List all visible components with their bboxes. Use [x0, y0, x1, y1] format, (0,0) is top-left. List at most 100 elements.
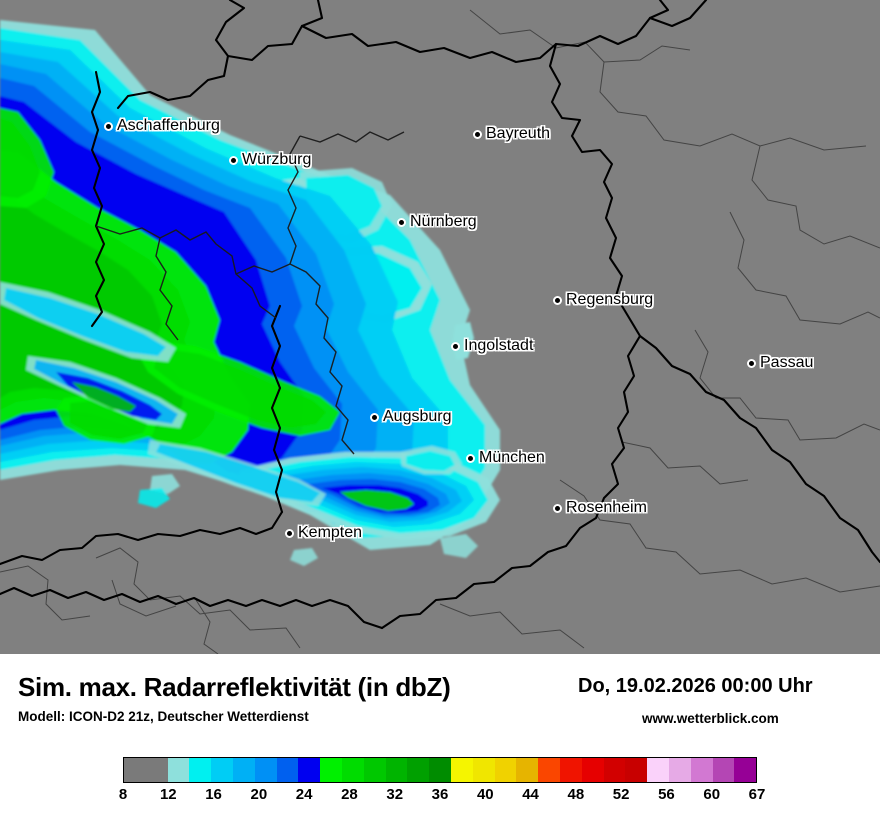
city-label: Würzburg [242, 151, 312, 168]
colorbar-tick: 44 [522, 786, 539, 803]
city-label: Kempten [298, 524, 363, 541]
city-marker: Aschaffenburg [104, 118, 220, 134]
colorbar-swatch [429, 758, 451, 782]
city-label: Nürnberg [410, 213, 477, 230]
radar-cell [406, 451, 455, 471]
radar-cell [290, 548, 318, 566]
colorbar-swatch [211, 758, 233, 782]
colorbar-swatch [625, 758, 648, 782]
city-marker: München [466, 450, 545, 466]
colorbar-swatch [734, 758, 757, 782]
colorbar-tick: 20 [250, 786, 268, 803]
regional-borders [95, 131, 405, 455]
colorbar-tick: 12 [159, 786, 177, 803]
colorbar-swatch [494, 758, 517, 782]
city-marker: Würzburg [229, 152, 311, 168]
colorbar-swatch [603, 758, 626, 782]
city-marker: Nürnberg [397, 214, 477, 230]
colorbar-swatch [712, 758, 735, 782]
colorbar-tick: 48 [567, 786, 585, 803]
radar-map[interactable]: Aschaffenburg Würzburg Bayreuth Nürnberg Reg… [0, 0, 880, 654]
colorbar-tick: 52 [612, 786, 630, 803]
colorbar-swatch [341, 758, 364, 782]
colorbar-legend: 8 12 16 20 24 28 32 36 40 44 48 52 56 60 67 [119, 757, 766, 810]
website-label: www.wetterblick.com [642, 711, 779, 726]
colorbar-swatch [581, 758, 604, 782]
city-marker: Regensburg [553, 292, 653, 308]
colorbar-swatch [690, 758, 713, 782]
city-label: Aschaffenburg [117, 117, 220, 134]
colorbar-swatch [320, 758, 342, 782]
caption-panel: Sim. max. Radarreflektivität (in dbZ) Mo… [0, 654, 880, 830]
colorbar-swatch [363, 758, 386, 782]
city-dot-icon [285, 528, 294, 538]
colorbar-swatch [167, 758, 190, 782]
colorbar-tick: 67 [748, 786, 766, 803]
colorbar-swatch [516, 758, 539, 782]
city-label: München [479, 449, 545, 466]
page-title: Sim. max. Radarreflektivität (in dbZ) [18, 672, 451, 702]
city-label: Passau [760, 354, 814, 371]
state-borders [0, 9, 880, 654]
colorbar-tick: 8 [118, 786, 128, 803]
colorbar-swatch [450, 758, 473, 782]
colorbar-swatch [232, 758, 255, 782]
reflectivity-field [0, 20, 500, 566]
city-marker: Ingolstadt [451, 338, 533, 354]
radar-cell [0, 118, 40, 198]
colorbar-tick: 24 [295, 786, 313, 803]
city-label: Ingolstadt [464, 337, 534, 354]
colorbar-swatch [124, 758, 146, 782]
city-dot-icon [473, 129, 482, 139]
city-dot-icon [397, 217, 406, 227]
colorbar-swatch [145, 758, 168, 782]
city-label: Regensburg [566, 291, 654, 308]
colorbar-tick: 16 [205, 786, 222, 803]
city-dot-icon [553, 503, 562, 513]
national-borders [0, 0, 880, 630]
city-dot-icon [553, 295, 562, 305]
radar-cell [138, 488, 170, 508]
colorbar-swatch [647, 758, 669, 782]
colorbar-swatch [559, 758, 582, 782]
city-dot-icon [229, 155, 238, 165]
city-marker: Rosenheim [553, 500, 647, 516]
city-dot-icon [747, 358, 756, 368]
colorbar-tick: 36 [431, 786, 449, 803]
colorbar-swatch [538, 758, 560, 782]
radar-cell [452, 322, 474, 360]
valid-time-label: Do, 19.02.2026 00:00 Uhr [578, 675, 813, 697]
city-dot-icon [370, 412, 379, 422]
colorbar-swatch [668, 758, 691, 782]
colorbar-swatch [407, 758, 430, 782]
colorbar-tick: 56 [658, 786, 675, 803]
radar-cell [440, 534, 478, 558]
model-subtitle: Modell: ICON-D2 21z, Deutscher Wetterdie… [18, 709, 309, 724]
city-label: Augsburg [383, 408, 452, 425]
city-marker: Bayreuth [473, 126, 550, 142]
colorbar-swatch [298, 758, 321, 782]
city-marker: Augsburg [370, 409, 452, 425]
colorbar-tick: 60 [703, 786, 721, 803]
radar-cell [156, 444, 320, 502]
colorbar-swatch [385, 758, 408, 782]
city-label: Bayreuth [486, 125, 551, 142]
colorbar-tick: 28 [341, 786, 358, 803]
colorbar-tick: 40 [476, 786, 494, 803]
colorbar-swatches[interactable] [123, 757, 757, 783]
colorbar-swatch [189, 758, 212, 782]
radar-cell [340, 490, 414, 511]
city-labels-layer: Aschaffenburg Würzburg Bayreuth Nürnberg Reg… [104, 118, 814, 541]
city-label: Rosenheim [566, 499, 647, 516]
radar-cell [4, 288, 166, 356]
colorbar-swatch [276, 758, 299, 782]
city-dot-icon [466, 453, 475, 463]
colorbar-tick: 32 [386, 786, 404, 803]
map-canvas [0, 0, 880, 654]
city-dot-icon [104, 121, 113, 131]
colorbar-tick-labels: 8 12 16 20 24 28 32 36 40 44 48 52 56 60 67 [119, 786, 766, 810]
radar-cell [154, 348, 326, 428]
city-marker: Kempten [285, 525, 362, 541]
city-dot-icon [451, 341, 460, 351]
